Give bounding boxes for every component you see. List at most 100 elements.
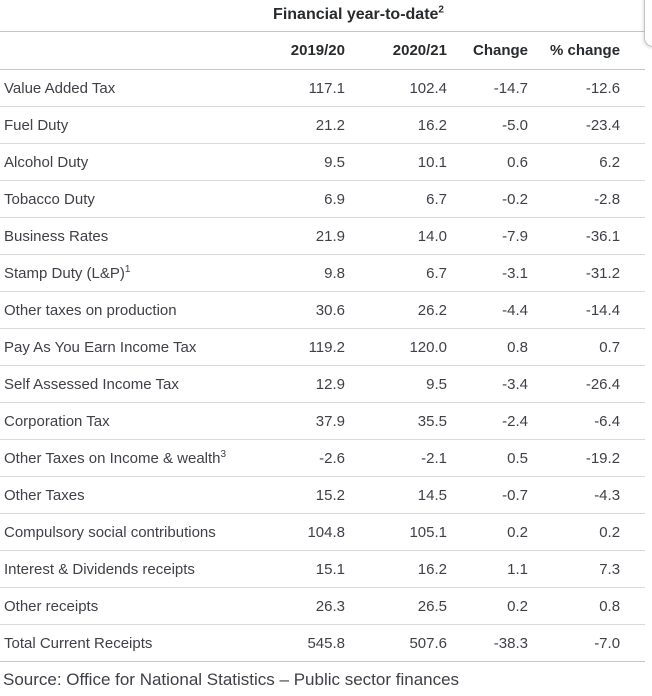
- row-value-2019-20: 21.9: [230, 217, 345, 255]
- row-value-2019-20: 6.9: [230, 180, 345, 218]
- row-label-text: Corporation Tax: [4, 412, 110, 430]
- row-label-text: Compulsory social contributions: [4, 523, 216, 541]
- row-label-text: Value Added Tax: [4, 79, 116, 97]
- row-value-change: -14.7: [447, 69, 528, 107]
- row-label: Compulsory social contributions: [0, 513, 230, 551]
- table-row: Other Taxes 15.2 14.5 -0.7 -4.3: [0, 476, 646, 514]
- table-body: Value Added Tax 117.1 102.4 -14.7 -12.6 …: [0, 69, 646, 662]
- row-label: Corporation Tax: [0, 402, 230, 440]
- table-title-text: Financial year-to-date: [273, 6, 439, 23]
- row-value-pct-change: -31.2: [528, 254, 646, 292]
- row-label-superscript: 3: [220, 448, 227, 460]
- table-row: Self Assessed Income Tax 12.9 9.5 -3.4 -…: [0, 365, 646, 403]
- row-label: Interest & Dividends receipts: [0, 550, 230, 588]
- row-value-2020-21: 16.2: [345, 106, 447, 144]
- row-label-text: Fuel Duty: [4, 116, 69, 134]
- row-value-change: 1.1: [447, 550, 528, 588]
- row-value-2019-20: 21.2: [230, 106, 345, 144]
- row-label-text: Other receipts: [4, 597, 99, 615]
- row-value-pct-change: -7.0: [528, 624, 646, 662]
- row-value-change: -2.4: [447, 402, 528, 440]
- row-value-change: 0.6: [447, 143, 528, 181]
- row-value-pct-change: -6.4: [528, 402, 646, 440]
- column-header-empty: [0, 31, 230, 70]
- row-label: Business Rates: [0, 217, 230, 255]
- row-value-pct-change: -26.4: [528, 365, 646, 403]
- table-row: Stamp Duty (L&P)1 9.8 6.7 -3.1 -31.2: [0, 254, 646, 292]
- row-value-2019-20: 545.8: [230, 624, 345, 662]
- row-label-text: Alcohol Duty: [4, 153, 89, 171]
- row-value-2020-21: 105.1: [345, 513, 447, 551]
- table-row: Pay As You Earn Income Tax 119.2 120.0 0…: [0, 328, 646, 366]
- row-value-2020-21: 6.7: [345, 254, 447, 292]
- row-value-2020-21: 14.5: [345, 476, 447, 514]
- table-row: Tobacco Duty 6.9 6.7 -0.2 -2.8: [0, 180, 646, 218]
- row-value-2019-20: 15.2: [230, 476, 345, 514]
- source-caption: Source: Office for National Statistics –…: [3, 670, 460, 689]
- row-value-change: -3.1: [447, 254, 528, 292]
- row-value-2020-21: 16.2: [345, 550, 447, 588]
- row-value-2020-21: 26.2: [345, 291, 447, 329]
- column-header-pct-change: % change: [528, 31, 646, 70]
- table-row: Other taxes on production 30.6 26.2 -4.4…: [0, 291, 646, 329]
- row-value-pct-change: -23.4: [528, 106, 646, 144]
- row-value-2020-21: 6.7: [345, 180, 447, 218]
- table-row: Interest & Dividends receipts 15.1 16.2 …: [0, 550, 646, 588]
- row-label: Other taxes on production: [0, 291, 230, 329]
- row-label: Other Taxes: [0, 476, 230, 514]
- row-label: Stamp Duty (L&P)1: [0, 254, 230, 292]
- row-value-pct-change: -12.6: [528, 69, 646, 107]
- row-label: Pay As You Earn Income Tax: [0, 328, 230, 366]
- row-value-2019-20: -2.6: [230, 439, 345, 477]
- row-label-text: Interest & Dividends receipts: [4, 560, 195, 578]
- row-value-2019-20: 37.9: [230, 402, 345, 440]
- table-row: Business Rates 21.9 14.0 -7.9 -36.1: [0, 217, 646, 255]
- table-row: Compulsory social contributions 104.8 10…: [0, 513, 646, 551]
- row-value-2020-21: 26.5: [345, 587, 447, 625]
- table-title-row: Financial year-to-date2: [0, 0, 646, 32]
- row-value-2019-20: 119.2: [230, 328, 345, 366]
- row-value-change: -38.3: [447, 624, 528, 662]
- row-value-change: 0.2: [447, 513, 528, 551]
- row-value-2020-21: 120.0: [345, 328, 447, 366]
- row-label: Alcohol Duty: [0, 143, 230, 181]
- row-value-2020-21: -2.1: [345, 439, 447, 477]
- column-header-2019-20: 2019/20: [230, 31, 345, 70]
- row-value-2020-21: 102.4: [345, 69, 447, 107]
- row-label-text: Other Taxes: [4, 486, 85, 504]
- row-label: Fuel Duty: [0, 106, 230, 144]
- row-value-pct-change: 0.7: [528, 328, 646, 366]
- row-value-2019-20: 9.5: [230, 143, 345, 181]
- table-row: Alcohol Duty 9.5 10.1 0.6 6.2: [0, 143, 646, 181]
- row-label: Other Taxes on Income & wealth3: [0, 439, 230, 477]
- financial-ytd-table: Financial year-to-date2 2019/20 2020/21 …: [0, 0, 646, 662]
- row-value-2019-20: 104.8: [230, 513, 345, 551]
- row-value-2019-20: 117.1: [230, 69, 345, 107]
- row-label-text: Pay As You Earn Income Tax: [4, 338, 197, 356]
- table-title: Financial year-to-date2: [0, 0, 646, 32]
- row-label-text: Tobacco Duty: [4, 190, 95, 208]
- table-row: Total Current Receipts 545.8 507.6 -38.3…: [0, 624, 646, 662]
- table-row: Fuel Duty 21.2 16.2 -5.0 -23.4: [0, 106, 646, 144]
- row-label: Tobacco Duty: [0, 180, 230, 218]
- row-value-pct-change: 0.8: [528, 587, 646, 625]
- row-value-2020-21: 14.0: [345, 217, 447, 255]
- row-label-text: Stamp Duty (L&P): [4, 264, 125, 282]
- row-value-2019-20: 15.1: [230, 550, 345, 588]
- row-value-pct-change: 0.2: [528, 513, 646, 551]
- row-value-change: -4.4: [447, 291, 528, 329]
- row-value-2020-21: 9.5: [345, 365, 447, 403]
- table-row: Other Taxes on Income & wealth3 -2.6 -2.…: [0, 439, 646, 477]
- row-value-pct-change: -36.1: [528, 217, 646, 255]
- row-value-2019-20: 9.8: [230, 254, 345, 292]
- row-value-pct-change: 7.3: [528, 550, 646, 588]
- row-label: Total Current Receipts: [0, 624, 230, 662]
- row-label-text: Business Rates: [4, 227, 109, 245]
- table-row: Corporation Tax 37.9 35.5 -2.4 -6.4: [0, 402, 646, 440]
- row-label-text: Other taxes on production: [4, 301, 177, 319]
- row-value-2019-20: 30.6: [230, 291, 345, 329]
- row-label: Other receipts: [0, 587, 230, 625]
- row-value-2020-21: 35.5: [345, 402, 447, 440]
- row-value-change: 0.8: [447, 328, 528, 366]
